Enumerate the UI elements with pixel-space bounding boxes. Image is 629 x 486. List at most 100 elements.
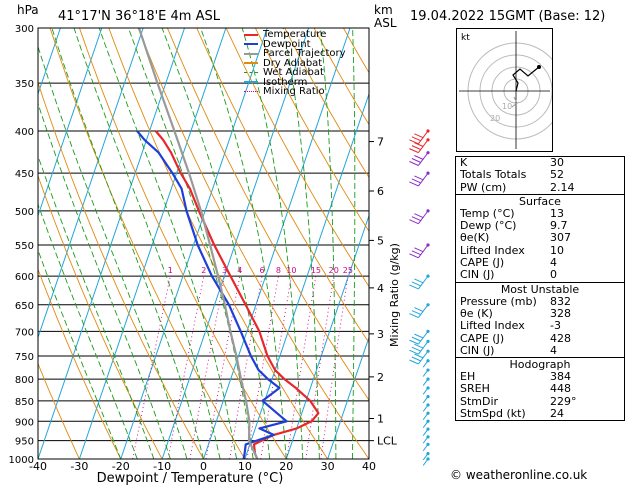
- mixing-ratio-label: 4: [237, 266, 242, 275]
- dry-adiabat: [225, 28, 369, 288]
- wind-barb-dot: [426, 274, 430, 278]
- wind-barb-flag: [411, 216, 422, 222]
- series-parcel-trajectory: [137, 28, 259, 459]
- wind-barb-dot: [426, 349, 430, 353]
- pressure-tick-label: 950: [15, 437, 34, 448]
- legend-swatch: [244, 81, 258, 84]
- wind-barb-flag: [409, 339, 419, 345]
- index-value: 10: [550, 243, 564, 257]
- index-row: Temp (°C) 13: [456, 206, 624, 220]
- pressure-tick-label: 500: [15, 207, 34, 218]
- temperature-tick-label: -20: [112, 460, 130, 473]
- index-row: EH 384: [456, 370, 624, 384]
- wind-barb-dot: [426, 339, 430, 344]
- mixing-ratio-label: 2: [201, 266, 206, 275]
- dry-adiabat: [196, 28, 369, 344]
- temperature-tick-label: 0: [200, 460, 207, 473]
- legend-label: Dewpoint: [263, 38, 311, 50]
- index-value: 229°: [550, 394, 577, 408]
- index-value: 9.7: [550, 219, 568, 233]
- legend-item: Mixing Ratio: [244, 87, 346, 97]
- wind-barb-dot: [426, 243, 430, 247]
- index-row: Lifted Index 10: [456, 243, 624, 257]
- wind-barb-dot: [426, 451, 430, 456]
- mixing-ratio-label: 6: [259, 266, 264, 275]
- wind-barb-flag: [411, 310, 422, 316]
- legend-item: Dewpoint: [244, 38, 346, 50]
- index-value: 0: [550, 268, 557, 282]
- wind-barb-flag: [414, 142, 424, 148]
- wet-adiabat: [38, 102, 171, 459]
- series-temperature: [154, 130, 320, 459]
- hodograph-unit-label: kt: [461, 33, 470, 43]
- dry-adiabat: [431, 28, 450, 459]
- mixing-ratio-line: [320, 276, 349, 459]
- x-axis-label: Dewpoint / Temperature (°C): [97, 471, 284, 486]
- legend-label: Isotherm: [263, 76, 308, 88]
- isotherm: [203, 28, 351, 459]
- wind-barb-dot: [426, 129, 430, 133]
- pressure-tick-label: 700: [15, 327, 34, 338]
- index-value: 13: [550, 206, 564, 220]
- index-section-title: Hodograph: [456, 357, 624, 371]
- index-name: StmSpd (kt): [460, 407, 526, 421]
- legend-swatch: [244, 43, 258, 46]
- pressure-tick-label: 350: [15, 79, 34, 90]
- wind-barb-dot: [426, 457, 430, 461]
- index-name: θe(K): [460, 231, 490, 245]
- dry-adiabat: [38, 362, 80, 459]
- height-tick-label: 3: [377, 328, 384, 341]
- isotherm: [285, 214, 369, 459]
- height-tick-label: 7: [377, 136, 384, 149]
- legend-label: Dry Adiabat: [263, 57, 323, 69]
- isotherm: [38, 28, 103, 218]
- index-name: CIN (J): [460, 343, 495, 357]
- background-lines: 1 2 3 4 6 8 10 15 20 25: [38, 28, 450, 459]
- mixing-ratio-line: [305, 276, 335, 459]
- axes: 3003504004505005506006507007508008509009…: [9, 24, 398, 473]
- wind-barb-flag: [414, 333, 424, 339]
- mixing-ratio-label: 3: [222, 266, 227, 275]
- index-name: Lifted Index: [460, 319, 525, 333]
- dry-adiabat: [38, 268, 122, 459]
- index-name: K: [460, 156, 468, 169]
- temperature-tick-label: -30: [70, 460, 88, 473]
- temperature-tick-label: 30: [321, 460, 335, 473]
- dry-adiabat: [254, 28, 369, 233]
- wind-barb-flag: [411, 336, 422, 342]
- wind-barb-flag: [409, 148, 419, 154]
- index-row: CIN (J) 0: [456, 268, 624, 282]
- index-row: StmSpd (kt) 24: [456, 407, 624, 421]
- wet-adiabat: [98, 28, 238, 459]
- height-tick-label: 5: [377, 234, 384, 247]
- wind-barb-flag: [409, 349, 419, 355]
- wind-barb-flag: [414, 175, 424, 181]
- mixing-ratio-label: 10: [286, 266, 296, 275]
- wind-barb-flag: [409, 359, 419, 365]
- legend: Temperature Dewpoint Parcel Trajectory Dry …: [244, 30, 346, 97]
- wind-barb-dot: [426, 394, 430, 399]
- index-value: 307: [550, 231, 571, 245]
- isotherm: [327, 335, 369, 459]
- isotherm: [161, 28, 310, 459]
- index-name: Dewp (°C): [460, 219, 517, 233]
- wet-adiabat: [351, 28, 356, 459]
- wind-barb-dot: [426, 435, 430, 439]
- mixing-ratio-axis-label: Mixing Ratio (g/kg): [388, 243, 401, 347]
- wet-adiabat: [73, 28, 221, 459]
- temperature-tick-label: -10: [153, 460, 171, 473]
- series-lines: [136, 28, 320, 459]
- wind-barb-dot: [426, 411, 430, 415]
- index-row: Lifted Index -3: [456, 319, 624, 333]
- wind-barb-dot: [426, 209, 430, 213]
- height-tick-label: LCL: [377, 435, 398, 448]
- dry-adiabat: [38, 174, 163, 459]
- index-row: Dewp (°C) 9.7: [456, 219, 624, 233]
- index-section-title: Surface: [456, 193, 624, 208]
- pressure-tick-label: 750: [15, 352, 34, 363]
- index-value: 30: [550, 156, 564, 169]
- wet-adiabat: [319, 28, 337, 459]
- wet-adiabat: [127, 28, 254, 459]
- index-name: EH: [460, 370, 476, 384]
- asl-unit-label: ASL: [374, 16, 397, 30]
